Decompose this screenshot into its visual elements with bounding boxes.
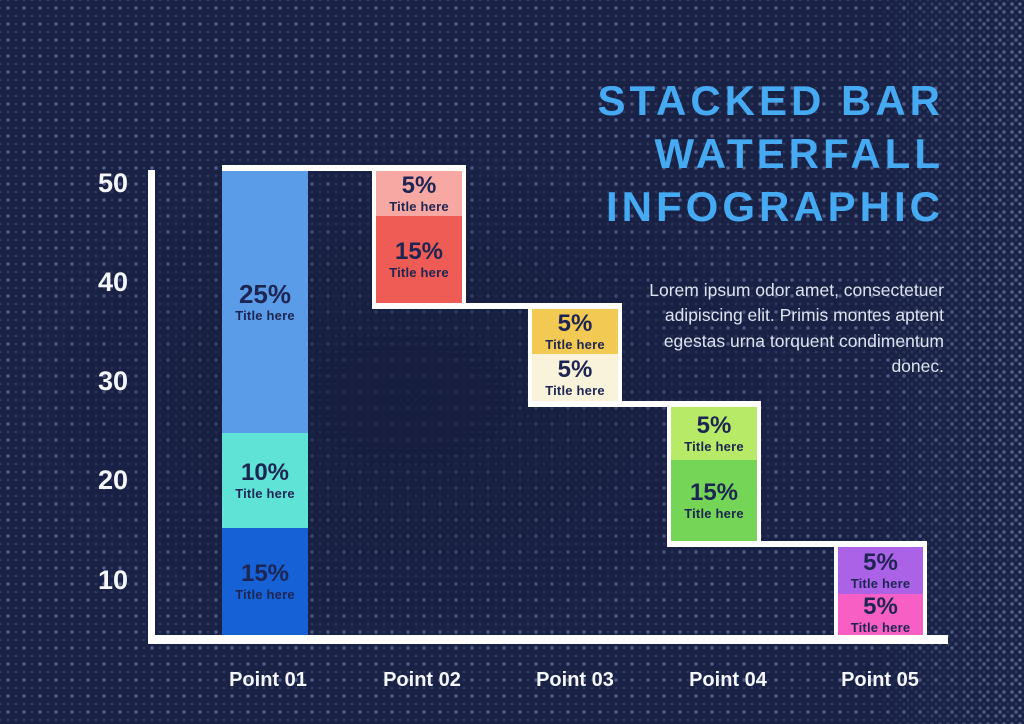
page-title: STACKED BAR WATERFALL INFOGRAPHIC [384,74,944,233]
bar-point-01: 25% Title here 10% Title here 15% Title here [222,171,308,635]
x-axis-label-2: Point 02 [383,669,461,691]
bar-segment: 10% Title here [222,433,308,528]
x-axis-label-5: Point 05 [841,669,919,691]
segment-percent-label: 5% [863,549,898,576]
connector-line-2 [372,303,622,309]
y-axis-tick-label: 40 [97,267,128,297]
segment-percent-label: 5% [557,356,593,383]
segment-percent-label: 5% [557,310,593,337]
page-title-line-1: STACKED BAR [597,77,944,124]
segment-title-label: Title here [850,620,911,635]
bar-segment: 5% Title here [838,594,923,635]
bar-segment: 15% Title here [671,460,757,541]
y-axis-line [148,170,155,644]
segment-title-label: Title here [389,199,449,214]
bar-point-05: 5% Title here 5% Title here [834,547,927,635]
bar-segment: 5% Title here [671,407,757,460]
bar-point-04: 5% Title here 15% Title here [667,407,761,541]
x-axis-label-3: Point 03 [536,669,614,691]
bar-point-03: 5% Title here 5% Title here [528,309,622,401]
y-axis-tick-label: 10 [97,565,128,595]
bar-point-02: 5% Title here 15% Title here [372,171,466,303]
bar-segment: 25% Title here [222,171,308,433]
bar-segment: 15% Title here [376,216,462,303]
segment-percent-label: 10% [240,459,290,486]
segment-title-label: Title here [545,383,605,398]
segment-title-label: Title here [684,439,744,454]
segment-title-label: Title here [235,587,295,602]
segment-title-label: Title here [235,307,295,323]
x-axis-line [148,635,948,644]
segment-title-label: Title here [850,576,911,591]
page-title-line-2: WATERFALL [654,130,944,177]
description-text: Lorem ipsum odor amet, consectetuer adip… [649,279,944,377]
bar-segment: 15% Title here [222,528,308,635]
bar-segment: 5% Title here [532,309,618,354]
segment-percent-label: 5% [401,172,437,199]
x-axis-label-4: Point 04 [689,669,767,691]
page-title-line-3: INFOGRAPHIC [606,183,944,230]
connector-line-4 [667,541,927,547]
segment-title-label: Title here [235,486,295,501]
segment-percent-label: 15% [240,560,290,587]
segment-percent-label: 5% [863,594,898,620]
segment-percent-label: 25% [238,278,292,309]
bar-segment: 5% Title here [376,171,462,216]
segment-title-label: Title here [684,506,744,521]
segment-percent-label: 5% [696,412,732,439]
bar-segment: 5% Title here [532,354,618,401]
segment-title-label: Title here [389,265,449,280]
y-axis-tick-label: 30 [97,366,128,396]
segment-percent-label: 15% [689,479,739,506]
connector-line-1 [222,165,466,171]
y-axis-tick-label: 20 [97,465,128,495]
connector-line-3 [528,401,761,407]
x-axis-label-1: Point 01 [229,669,307,691]
segment-percent-label: 15% [394,238,444,265]
bar-segment: 5% Title here [838,547,923,594]
y-axis-tick-label: 50 [97,168,128,198]
segment-title-label: Title here [545,337,605,352]
